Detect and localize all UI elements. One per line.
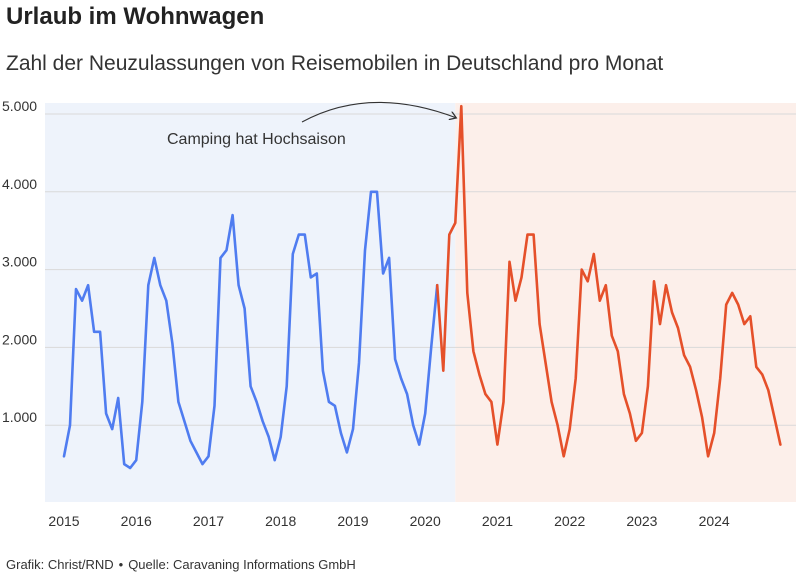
x-tick-label: 2019 (337, 513, 368, 529)
period-band-2 (455, 103, 796, 502)
series-line-2 (435, 104, 782, 458)
x-tick-label: 2024 (699, 513, 730, 529)
period-band-1 (45, 103, 456, 502)
chart-subtitle: Zahl der Neuzulassungen von Reisemobilen… (6, 52, 664, 75)
annotation-arrow (301, 101, 456, 123)
x-tick-label: 2016 (121, 513, 152, 529)
y-tick-label: 3.000 (2, 254, 37, 270)
y-tick-label: 2.000 (2, 331, 37, 347)
y-tick-label: 4.000 (2, 176, 37, 192)
x-tick-label: 2018 (265, 513, 296, 529)
x-tick-label: 2020 (410, 513, 441, 529)
y-tick-label: 1.000 (2, 409, 37, 425)
footer-source: Quelle: Caravaning Informations GmbH (128, 557, 356, 572)
footer-separator: • (118, 557, 124, 572)
footer-credit: Grafik: Christ/RND (6, 557, 114, 572)
y-tick-label: 5.000 (2, 98, 37, 114)
x-tick-label: 2022 (554, 513, 585, 529)
footer: Grafik: Christ/RND • Quelle: Caravaning In… (6, 557, 356, 572)
x-tick-label: 2017 (193, 513, 224, 529)
x-tick-label: 2023 (626, 513, 657, 529)
x-tick-label: 2015 (48, 513, 79, 529)
annotation-text: Camping hat Hochsaison (167, 131, 346, 148)
series-line-1 (62, 190, 439, 470)
x-tick-label: 2021 (482, 513, 513, 529)
chart-title: Urlaub im Wohnwagen (6, 3, 265, 30)
